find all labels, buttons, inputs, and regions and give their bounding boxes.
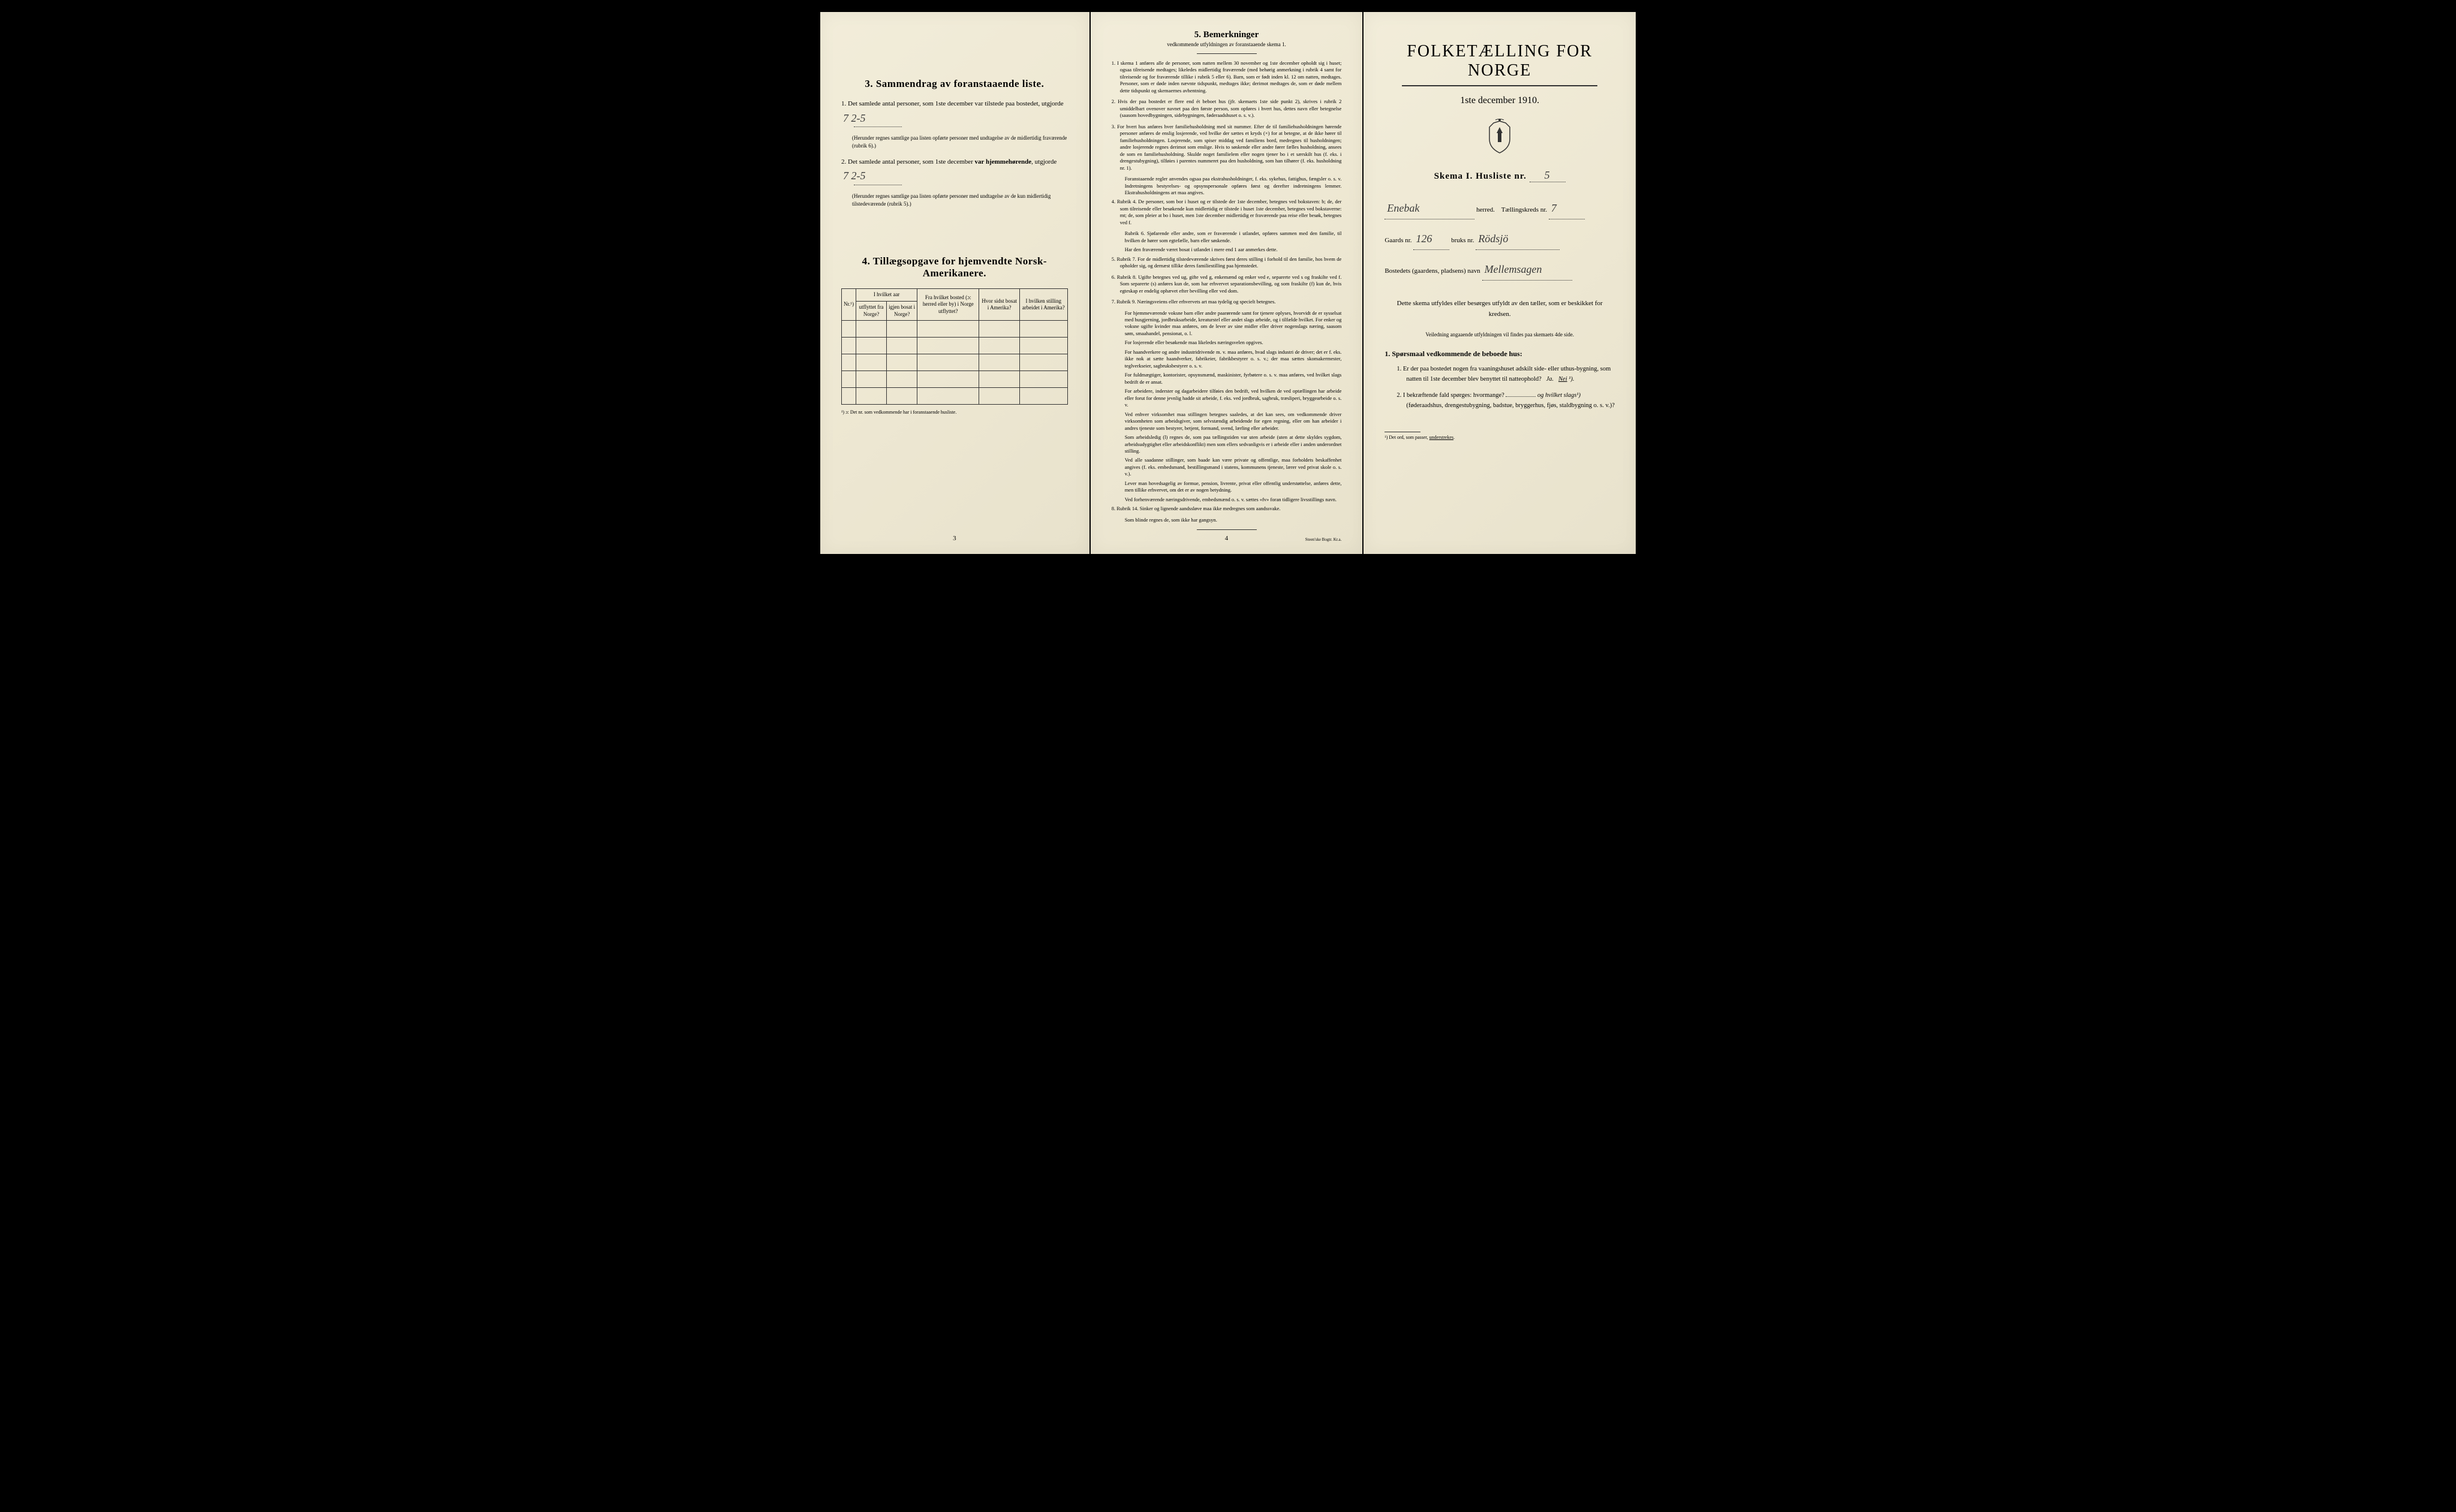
page-number-3: 3 <box>953 535 956 542</box>
bemerk-6: 6. Rubrik 8. Ugifte betegnes ved ug, gif… <box>1112 274 1342 294</box>
col-sidst: Hvor sidst bosat i Amerika? <box>979 289 1019 321</box>
bemerk-7d: For fuldmægtiger, kontorister, opsynsmæn… <box>1112 372 1342 385</box>
col-utflyttet: utflyttet fra Norge? <box>856 301 886 320</box>
bemerk-3: 3. For hvert hus anføres hver familiehus… <box>1112 124 1342 171</box>
fill-value-1: 7 2-5 <box>854 110 902 128</box>
section3-title: 3. Sammendrag av foranstaaende liste. <box>841 78 1068 90</box>
item-1: 1. Det samlede antal personer, som 1ste … <box>841 99 1068 127</box>
bemerk-4b: Rubrik 6. Sjøfarende eller andre, som er… <box>1112 230 1342 244</box>
bemerk-title: 5. Bemerkninger <box>1112 30 1342 40</box>
sporsmal-1: 1. Er der paa bostedet nogen fra vaaning… <box>1396 365 1615 385</box>
page-right: FOLKETÆLLING FOR NORGE 1ste december 191… <box>1364 12 1636 554</box>
bemerk-7h: Ved alle saadanne stillinger, som baade … <box>1112 457 1342 477</box>
document-container: 3. Sammendrag av foranstaaende liste. 1.… <box>820 12 1636 554</box>
bemerk-7c: For haandverkere og andre industridriven… <box>1112 349 1342 369</box>
herred-line: Enebak herred. Tællingskreds nr. 7 <box>1384 197 1615 219</box>
table-row <box>842 321 1068 338</box>
table-row <box>842 354 1068 371</box>
herred-value: Enebak <box>1384 197 1474 219</box>
fill-value-2: 7 2-5 <box>854 167 902 185</box>
bosted-line: Bostedets (gaardens, pladsens) navn Mell… <box>1384 258 1615 281</box>
bemerk-4: 4. Rubrik 4. De personer, som bor i huse… <box>1112 198 1342 226</box>
col-stilling: I hvilken stilling arbeidet i Amerika? <box>1019 289 1067 321</box>
bemerk-7g: Som arbeidsledig (l) regnes de, som paa … <box>1112 434 1342 454</box>
page-left: 3. Sammendrag av foranstaaende liste. 1.… <box>820 12 1089 554</box>
bemerk-8: 8. Rubrik 14. Sinker og lignende aandssl… <box>1112 505 1342 512</box>
bemerk-7b: For losjerende eller besøkende maa likel… <box>1112 339 1342 346</box>
bemerk-7: 7. Rubrik 9. Næringsveiens eller erhverv… <box>1112 299 1342 305</box>
sporsmal-title: 1. Spørsmaal vedkommende de beboede hus: <box>1384 350 1615 359</box>
col-aar: I hvilket aar <box>856 289 917 302</box>
bemerk-1: 1. I skema 1 anføres alle de personer, s… <box>1112 60 1342 94</box>
bemerk-3b: Foranstaaende regler anvendes ogsaa paa … <box>1112 176 1342 196</box>
main-title: FOLKETÆLLING FOR NORGE <box>1384 42 1615 80</box>
table-row <box>842 338 1068 354</box>
note-1: (Herunder regnes samtlige paa listen opf… <box>852 134 1068 149</box>
bosted-value: Mellemsagen <box>1482 258 1572 281</box>
gaards-value: 126 <box>1413 228 1449 250</box>
bemerk-7f: Ved enhver virksomhet maa stillingen bet… <box>1112 411 1342 432</box>
bruks-value: Rödsjö <box>1476 228 1560 250</box>
crest-icon <box>1384 118 1615 157</box>
col-igjen: igjen bosat i Norge? <box>887 301 917 320</box>
note-2: (Herunder regnes samtlige paa listen opf… <box>852 192 1068 207</box>
col-bosted: Fra hvilket bosted (ɔ: herred eller by) … <box>917 289 979 321</box>
sporsmal-2: 2. I bekræftende fald spørges: hvormange… <box>1396 391 1615 411</box>
page-middle: 5. Bemerkninger vedkommende utfyldningen… <box>1091 12 1363 554</box>
footnote-right: ¹) Det ord, som passer, understrekes. <box>1384 429 1615 440</box>
skema-line: Skema I. Husliste nr. 5 <box>1384 169 1615 182</box>
col-nr: Nr.¹) <box>842 289 856 321</box>
table-footnote: ¹) ɔ: Det nr. som vedkommende har i fora… <box>841 409 1068 415</box>
table-row <box>842 371 1068 388</box>
small-instruction: Veiledning angaaende utfyldningen vil fi… <box>1384 332 1615 338</box>
bemerk-subtitle: vedkommende utfyldningen av foranstaaend… <box>1112 41 1342 47</box>
table-row <box>842 388 1068 405</box>
bemerk-8b: Som blinde regnes de, som ikke har gangs… <box>1112 517 1342 523</box>
bemerk-2: 2. Hvis der paa bostedet er flere end ét… <box>1112 98 1342 119</box>
page-number-4: 4 <box>1225 535 1229 542</box>
item-2: 2. Det samlede antal personer, som 1ste … <box>841 157 1068 185</box>
bemerk-5: 5. Rubrik 7. For de midlertidig tilstede… <box>1112 256 1342 270</box>
gaards-line: Gaards nr. 126 bruks nr. Rödsjö <box>1384 228 1615 250</box>
amerika-table: Nr.¹) I hvilket aar Fra hvilket bosted (… <box>841 288 1068 405</box>
date-line: 1ste december 1910. <box>1384 95 1615 106</box>
instruction: Dette skema utfyldes eller besørges utfy… <box>1390 299 1609 320</box>
bemerk-7e: For arbeidere, inderster og dagarbeidere… <box>1112 388 1342 408</box>
bemerk-7a: For hjemmeværende voksne barn eller andr… <box>1112 310 1342 338</box>
bemerk-4c: Har den fraværende været bosat i utlande… <box>1112 246 1342 253</box>
section4-title: 4. Tillægsopgave for hjemvendte Norsk-Am… <box>841 255 1068 279</box>
bemerk-7j: Ved forhenværende næringsdrivende, embed… <box>1112 496 1342 503</box>
skema-nr: 5 <box>1530 169 1566 182</box>
bemerk-7i: Lever man hovedsagelig av formue, pensio… <box>1112 480 1342 494</box>
tellingskreds-value: 7 <box>1549 197 1585 219</box>
printer-note: Steen'ske Bogtr. Kr.a. <box>1305 537 1342 542</box>
